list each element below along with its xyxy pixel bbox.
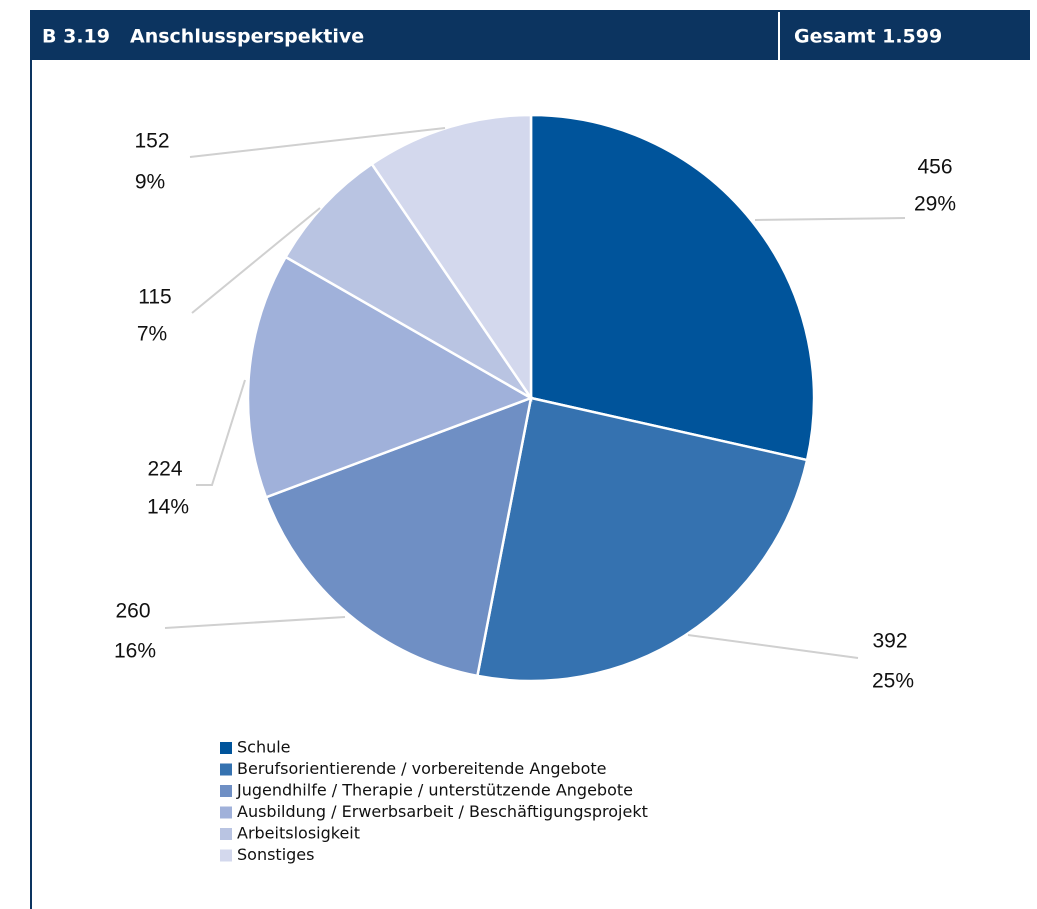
- figure-number: B 3.19: [42, 26, 110, 48]
- pie-slice: [283, 162, 533, 400]
- legend-label: Berufsorientierende / vorbereitende Ange…: [237, 759, 606, 778]
- legend-swatch: [220, 742, 232, 754]
- percent-label: 29%: [914, 193, 956, 216]
- leader-line: [164, 616, 346, 629]
- pie-slice: [246, 255, 534, 499]
- value-label: 115: [138, 286, 171, 309]
- legend-label: Schule: [237, 738, 291, 757]
- pie-slice: [370, 113, 533, 403]
- legend-label: Arbeitslosigkeit: [237, 824, 360, 843]
- percent-label: 14%: [147, 496, 189, 519]
- chart-title: Anschlussperspektive: [130, 26, 364, 48]
- percent-label: 25%: [872, 670, 914, 693]
- pie-slice: [264, 396, 533, 678]
- value-label: 224: [147, 458, 182, 481]
- leader-line: [189, 127, 446, 158]
- value-label: 260: [115, 600, 150, 623]
- pie-slice: [475, 396, 809, 683]
- leader-line: [196, 379, 246, 486]
- leader-line: [687, 634, 859, 659]
- legend-swatch: [220, 828, 232, 840]
- legend-label: Ausbildung / Erwerbsarbeit / Beschäftigu…: [237, 802, 648, 821]
- leader-line: [754, 217, 906, 221]
- leader-line: [191, 207, 321, 314]
- header-bar: [30, 10, 1030, 60]
- value-label: 456: [917, 156, 952, 179]
- legend-label: Sonstiges: [237, 845, 314, 864]
- percent-label: 16%: [114, 640, 156, 663]
- legend-swatch: [220, 849, 232, 862]
- value-label: 392: [872, 630, 907, 653]
- legend-label: Jugendhilfe / Therapie / unterstützende …: [236, 781, 633, 800]
- percent-label: 7%: [137, 323, 167, 346]
- legend-swatch: [220, 806, 232, 819]
- percent-label: 9%: [135, 171, 165, 194]
- pie-slice: [529, 113, 816, 462]
- legend-swatch: [220, 785, 232, 797]
- legend-swatch: [220, 763, 232, 776]
- chart-subtitle: Gesamt 1.599: [794, 26, 942, 48]
- value-label: 152: [134, 130, 169, 153]
